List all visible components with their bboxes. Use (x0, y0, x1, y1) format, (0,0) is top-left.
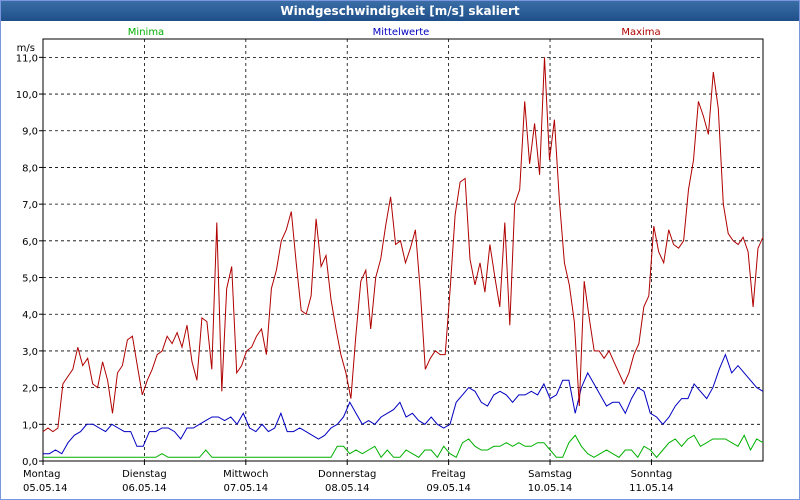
y-tick-label: 7,0 (22, 200, 38, 211)
series-line-mittel (43, 353, 764, 455)
legend-maxima: Maxima (621, 27, 660, 38)
x-tick-day: Donnerstag (318, 469, 376, 480)
x-tick-date: 06.05.14 (122, 483, 167, 494)
x-tick-date: 05.05.14 (23, 483, 68, 494)
chart-title: Windgeschwindigkeit [m/s] skaliert (1, 1, 799, 21)
series-line-maxima (42, 57, 764, 433)
series-line-minima (43, 434, 764, 459)
legend-minima: Minima (128, 27, 164, 38)
x-tick-day: Samstag (528, 469, 572, 480)
x-tick-day: Mittwoch (223, 469, 268, 480)
x-tick-day: Sonntag (631, 469, 673, 480)
y-tick-label: 8,0 (22, 163, 38, 174)
y-tick-label: 11,0 (16, 53, 38, 64)
y-tick-label: 4,0 (22, 310, 38, 321)
y-axis-unit: m/s (17, 43, 35, 54)
y-tick-label: 10,0 (16, 90, 38, 101)
y-tick-label: 6,0 (22, 237, 38, 248)
x-tick-date: 08.05.14 (325, 483, 370, 494)
x-tick-day: Dienstag (122, 469, 167, 480)
x-tick-date: 10.05.14 (528, 483, 573, 494)
chart-plot: 0,0 1,0 2,0 3,0 4,0 5,0 6,0 7,0 8,0 9,0 10,0 11,0m/… (16, 27, 764, 494)
y-tick-label: 0,0 (22, 457, 38, 468)
x-tick-date: 07.05.14 (224, 483, 269, 494)
x-tick-date: 11.05.14 (629, 483, 674, 494)
y-tick-label: 3,0 (22, 347, 38, 358)
x-tick-day: Freitag (432, 469, 466, 480)
y-tick-label: 9,0 (22, 127, 38, 138)
legend-mittel: Mittelwerte (373, 27, 430, 38)
x-tick-date: 09.05.14 (426, 483, 471, 494)
y-tick-label: 2,0 (22, 384, 38, 395)
y-tick-label: 5,0 (22, 274, 38, 285)
x-tick-day: Montag (23, 469, 60, 480)
y-tick-label: 1,0 (22, 420, 38, 431)
